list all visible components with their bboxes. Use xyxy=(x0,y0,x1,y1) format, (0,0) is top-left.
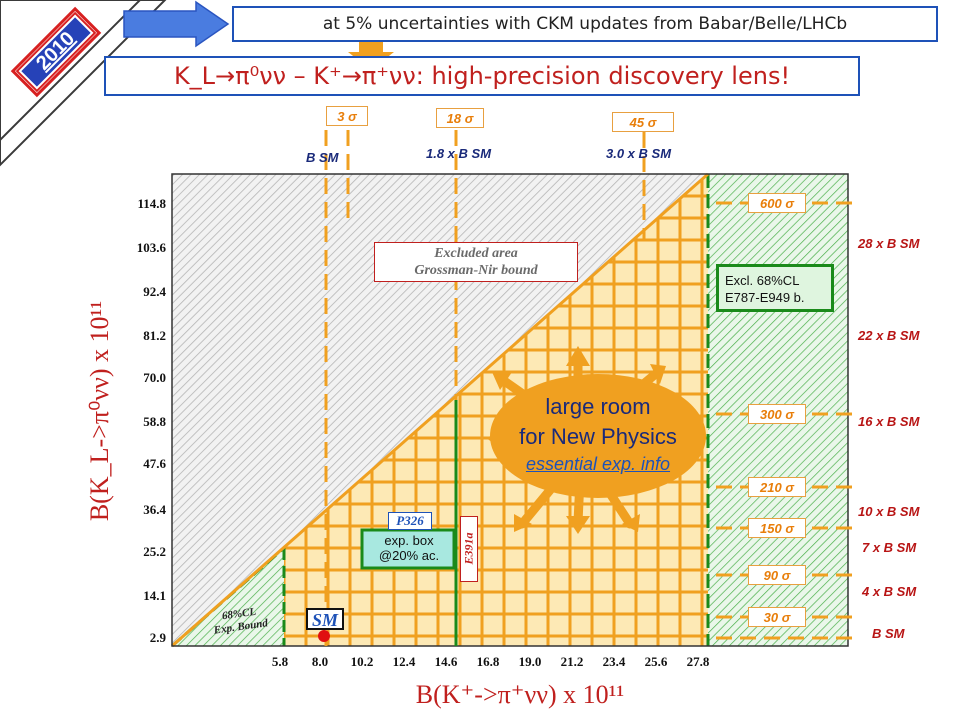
new-physics-label: large room for New Physics essential exp… xyxy=(519,394,677,474)
top-sigma-box: 45 σ xyxy=(612,112,674,132)
right-sigma-box: 300 σ xyxy=(748,404,806,424)
x-tick-label: 25.6 xyxy=(644,654,668,669)
top-bsm-label: B SM xyxy=(306,150,339,165)
right-sigma-box: 90 σ xyxy=(748,565,806,585)
exp-box-label: exp. box @20% ac. xyxy=(378,533,440,563)
sm-label: SM xyxy=(306,608,344,630)
e391a-label: E391a xyxy=(460,516,478,582)
x-tick-label: 10.2 xyxy=(350,654,374,669)
header-note: at 5% uncertainties with CKM updates fro… xyxy=(232,6,938,42)
y-tick-label: 2.9 xyxy=(149,630,166,645)
year-badge xyxy=(10,6,102,98)
x-tick-label: 27.8 xyxy=(686,654,710,669)
y-tick-label: 81.2 xyxy=(143,328,166,343)
right-bsm-label: 28 x B SM xyxy=(858,236,920,251)
right-sigma-box: 600 σ xyxy=(748,193,806,213)
y-tick-label: 92.4 xyxy=(143,284,166,299)
right-bsm-label: B SM xyxy=(872,626,905,641)
x-tick-label: 23.4 xyxy=(602,654,626,669)
y-tick-label: 70.0 xyxy=(143,370,166,385)
y-tick-label: 36.4 xyxy=(143,502,166,517)
blue-arrow-icon xyxy=(123,0,230,48)
top-bsm-label: 3.0 x B SM xyxy=(606,146,672,161)
exp-box-region xyxy=(360,528,456,570)
x-axis-title: B(K⁺->π⁺νν) x 10¹¹ xyxy=(415,680,625,709)
page-title: K_L→π⁰νν – K⁺→π⁺νν: high-precision disco… xyxy=(104,56,860,96)
right-bsm-label: 4 x B SM xyxy=(862,584,917,599)
top-bsm-label: 1.8 x B SM xyxy=(426,146,492,161)
x-tick-label: 5.8 xyxy=(271,654,289,669)
top-sigma-box: 3 σ xyxy=(326,106,368,126)
right-bsm-label: 16 x B SM xyxy=(858,414,920,429)
x-tick-label: 16.8 xyxy=(476,654,500,669)
x-tick-label: 21.2 xyxy=(560,654,584,669)
y-tick-label: 14.1 xyxy=(143,588,166,603)
y-tick-label: 47.6 xyxy=(143,456,166,471)
y-tick-label: 25.2 xyxy=(143,544,166,559)
header-note-text: at 5% uncertainties with CKM updates fro… xyxy=(322,14,848,34)
y-tick-label: 114.8 xyxy=(137,196,166,211)
right-sigma-box: 210 σ xyxy=(748,477,806,497)
right-bsm-label: 22 x B SM xyxy=(858,328,920,343)
page-title-text: K_L→π⁰νν – K⁺→π⁺νν: high-precision disco… xyxy=(173,62,791,90)
right-sigma-box: 30 σ xyxy=(748,607,806,627)
top-sigma-box: 18 σ xyxy=(436,108,484,128)
y-tick-label: 103.6 xyxy=(136,240,166,255)
grossman-nir-line xyxy=(171,172,709,648)
right-sigma-box: 150 σ xyxy=(748,518,806,538)
x-tick-label: 8.0 xyxy=(311,654,329,669)
excluded-area-label: Excluded area Grossman-Nir bound xyxy=(374,242,578,282)
excl-cl-box: Excl. 68%CL E787-E949 b. xyxy=(716,264,834,312)
p326-label: P326 xyxy=(388,512,432,530)
new-physics-blob xyxy=(490,374,706,498)
x-tick-label: 12.4 xyxy=(392,654,416,669)
x-tick-label: 19.0 xyxy=(518,654,542,669)
y-tick-label: 58.8 xyxy=(143,414,166,429)
y-axis-title: B(K_L->π⁰νν) x 10¹¹ xyxy=(85,300,114,522)
sm-point xyxy=(318,630,330,642)
x-tick-label: 14.6 xyxy=(434,654,458,669)
right-bsm-label: 10 x B SM xyxy=(858,504,920,519)
right-bsm-label: 7 x B SM xyxy=(862,540,917,555)
